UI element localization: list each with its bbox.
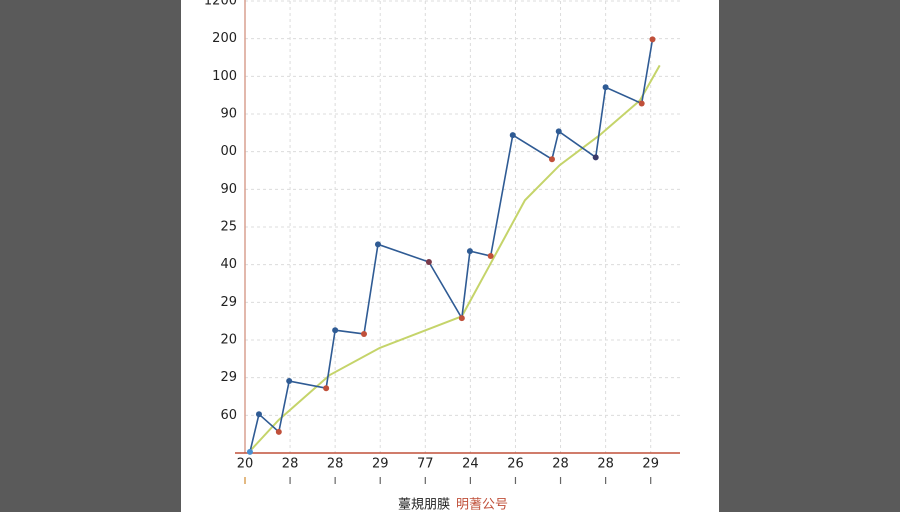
x-axis-label: 薹規朋朠: [398, 498, 450, 512]
y-tick-label: 200: [212, 31, 237, 46]
x-tick-label: 28: [552, 457, 569, 472]
data-point: [425, 259, 432, 266]
y-tick-label: 1200: [204, 0, 237, 9]
data-point: [602, 84, 609, 91]
y-tick-label: 29: [220, 370, 237, 385]
x-tick-label: 29: [372, 457, 389, 472]
data-point: [246, 448, 253, 455]
x-tick-label: 28: [597, 457, 614, 472]
y-tick-label: 29: [220, 295, 237, 310]
y-tick-label: 25: [220, 220, 237, 235]
y-tick-label: 90: [220, 182, 237, 197]
data-point: [487, 253, 494, 260]
x-tick-label: 28: [282, 457, 299, 472]
x-tick-label: 29: [642, 457, 659, 472]
data-point: [466, 248, 473, 255]
y-tick-label: 00: [220, 144, 237, 159]
data-point: [374, 241, 381, 248]
data-point: [555, 128, 562, 135]
data-point: [361, 330, 368, 337]
y-tick-label: 20: [220, 333, 237, 348]
data-point: [592, 154, 599, 161]
x-tick-label: 26: [507, 457, 524, 472]
chart-panel: [181, 0, 719, 512]
x-tick-label: 20: [237, 457, 254, 472]
data-point: [649, 36, 656, 43]
data-point: [286, 378, 293, 385]
data-point: [458, 315, 465, 322]
x-tick-label: 77: [417, 457, 434, 472]
x-axis-label-highlight: 明蓍公号: [456, 498, 508, 512]
data-point: [332, 327, 339, 334]
y-tick-label: 100: [212, 69, 237, 84]
data-point: [275, 428, 282, 435]
y-tick-label: 60: [220, 408, 237, 423]
data-point: [638, 100, 645, 107]
y-tick-label: 90: [220, 107, 237, 122]
data-point: [255, 411, 262, 418]
series-line: [247, 64, 661, 454]
y-tick-label: 40: [220, 257, 237, 272]
data-point: [509, 132, 516, 139]
x-tick-label: 28: [327, 457, 344, 472]
data-point: [323, 385, 330, 392]
data-point: [548, 156, 555, 163]
x-tick-label: 24: [462, 457, 479, 472]
